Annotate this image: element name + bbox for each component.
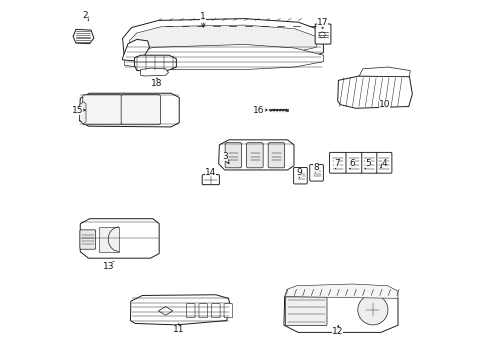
Circle shape [319, 32, 325, 38]
Text: 2: 2 [82, 10, 88, 21]
Text: 13: 13 [102, 261, 114, 271]
Polygon shape [130, 295, 230, 325]
Polygon shape [134, 55, 176, 71]
Text: 5: 5 [365, 159, 370, 168]
Polygon shape [80, 93, 179, 127]
Polygon shape [122, 40, 149, 61]
Polygon shape [73, 30, 94, 44]
FancyBboxPatch shape [224, 143, 241, 168]
FancyBboxPatch shape [186, 304, 195, 318]
FancyBboxPatch shape [267, 143, 284, 168]
Text: 12: 12 [331, 325, 343, 336]
FancyBboxPatch shape [80, 230, 96, 249]
Text: 17: 17 [316, 18, 328, 28]
Text: 14: 14 [204, 168, 216, 177]
FancyBboxPatch shape [285, 297, 326, 325]
Text: 8: 8 [313, 163, 319, 172]
FancyBboxPatch shape [82, 95, 122, 125]
Polygon shape [99, 226, 119, 252]
FancyBboxPatch shape [345, 152, 361, 173]
FancyBboxPatch shape [202, 175, 219, 185]
FancyBboxPatch shape [314, 24, 330, 44]
Text: 4: 4 [380, 159, 386, 168]
Text: 1: 1 [200, 12, 206, 27]
Polygon shape [124, 44, 323, 69]
FancyBboxPatch shape [309, 165, 323, 181]
Text: 10: 10 [378, 100, 389, 109]
Text: 18: 18 [151, 78, 163, 88]
Text: 6: 6 [348, 159, 354, 168]
Text: 15: 15 [72, 105, 85, 114]
Polygon shape [359, 67, 409, 77]
Polygon shape [129, 25, 316, 56]
Circle shape [357, 295, 387, 325]
Polygon shape [337, 76, 411, 108]
Text: 11: 11 [172, 324, 184, 334]
Text: 3: 3 [222, 152, 228, 164]
FancyBboxPatch shape [329, 152, 346, 173]
Polygon shape [284, 284, 397, 298]
Polygon shape [80, 219, 159, 258]
Polygon shape [80, 102, 86, 124]
FancyBboxPatch shape [211, 304, 220, 318]
Text: 7: 7 [333, 159, 339, 168]
FancyBboxPatch shape [246, 143, 263, 168]
FancyBboxPatch shape [375, 152, 391, 173]
Polygon shape [140, 68, 168, 76]
FancyBboxPatch shape [199, 304, 207, 318]
FancyBboxPatch shape [224, 304, 232, 318]
FancyBboxPatch shape [360, 152, 376, 173]
FancyBboxPatch shape [121, 95, 160, 125]
FancyBboxPatch shape [293, 167, 306, 184]
Polygon shape [218, 140, 293, 170]
Polygon shape [158, 307, 172, 315]
Text: 16: 16 [253, 105, 267, 114]
Polygon shape [284, 288, 397, 332]
Polygon shape [122, 19, 323, 65]
Text: 9: 9 [296, 168, 301, 178]
